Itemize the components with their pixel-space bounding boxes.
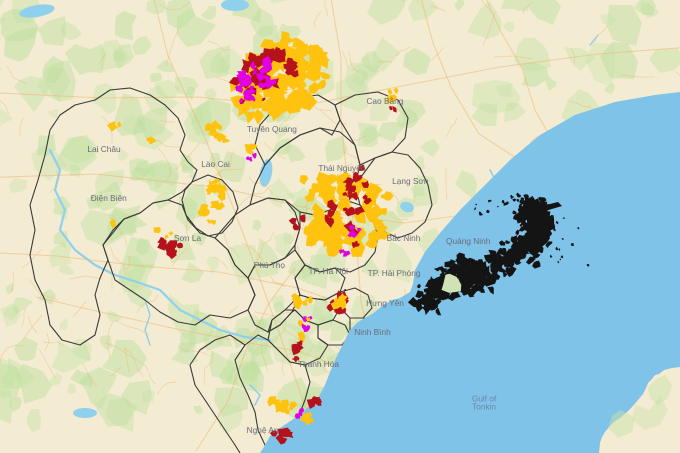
svg-text:TP. Hải Phòng: TP. Hải Phòng <box>368 268 421 278</box>
svg-text:Thái Nguyên: Thái Nguyên <box>318 163 365 173</box>
svg-text:Nghệ An: Nghệ An <box>247 425 279 435</box>
svg-text:Hưng Yên: Hưng Yên <box>366 298 404 308</box>
svg-text:Quảng Ninh: Quảng Ninh <box>446 236 491 246</box>
svg-text:Tonkin: Tonkin <box>472 402 496 412</box>
svg-text:Lạng Sơn: Lạng Sơn <box>392 176 429 186</box>
svg-text:Phú Thọ: Phú Thọ <box>254 260 286 270</box>
svg-text:Lào Cai: Lào Cai <box>201 159 230 169</box>
svg-text:TP. Hà Nội: TP. Hà Nội <box>308 266 348 276</box>
svg-text:Ninh Bình: Ninh Bình <box>354 327 391 337</box>
svg-text:Điện Biên: Điện Biên <box>91 193 127 203</box>
svg-text:Thanh Hóa: Thanh Hóa <box>298 359 339 369</box>
svg-text:Sơn La: Sơn La <box>174 233 202 243</box>
svg-text:Lai Châu: Lai Châu <box>87 144 121 154</box>
svg-text:Tuyên Quang: Tuyên Quang <box>247 124 297 134</box>
svg-text:Cao Bằng: Cao Bằng <box>366 96 403 106</box>
svg-text:Bắc Ninh: Bắc Ninh <box>387 233 421 243</box>
